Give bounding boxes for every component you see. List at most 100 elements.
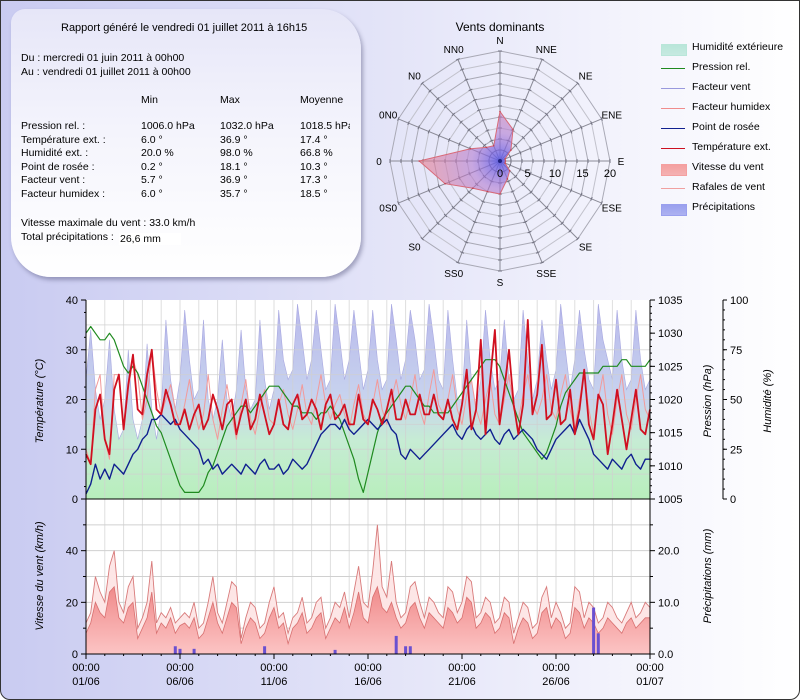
wind-rose-tick (443, 213, 448, 218)
series-precipitation-bar (408, 646, 412, 654)
wind-rose-tick (481, 200, 486, 203)
wind-rose-point (512, 128, 514, 131)
wind-rose-tick (580, 192, 583, 197)
total-rain-label: Total précipitations : (21, 231, 114, 243)
stats-label-cell: Pression rel. : (21, 120, 86, 132)
wind-rose-tick (455, 261, 460, 264)
wind-rose-tick (436, 221, 440, 225)
series-precipitation-bar (173, 646, 177, 654)
legend-label: Précipitations (692, 201, 756, 213)
wind-rose-tick (540, 261, 545, 264)
legend-item: Pression rel. (661, 61, 799, 75)
wind-rose-tick (521, 135, 526, 140)
wind-rose-tick (468, 88, 473, 92)
y2-tick-label: 1010 (658, 461, 682, 473)
x-tick-date-label: 01/07 (636, 676, 664, 688)
y-axis-title-pressure: Pression (hPa) (702, 364, 714, 437)
wind-rose-tick (474, 135, 479, 140)
wind-rose-tick (576, 81, 580, 85)
wind-rose-point (510, 149, 512, 151)
legend-label: Pression rel. (692, 61, 751, 73)
wind-rose-tick (521, 182, 526, 187)
legend-item: Vitesse du vent (661, 161, 799, 176)
wind-rose-direction-label: NNE (536, 45, 557, 56)
legend-label: Vitesse du vent (692, 161, 764, 173)
wind-rose-tick (397, 201, 400, 206)
stats-avg-cell: 1018.5 hPa (300, 120, 350, 132)
wind-rose-direction-label: NN0 (444, 45, 464, 56)
y-axis-title-humidity: Humidité (%) (762, 369, 774, 433)
wind-rose-tick (539, 142, 542, 147)
wind-rose-direction-label: SS0 (444, 269, 463, 280)
y2-tick-label: 0.0 (658, 649, 673, 661)
x-tick-time-label: 00:00 (72, 662, 100, 674)
wind-rose-tick (397, 116, 400, 121)
wind-rose-tick (443, 104, 448, 109)
max-wind-text: Vitesse maximale du vent : 33.0 km/h (21, 217, 196, 229)
wind-rose-tick (489, 139, 494, 142)
wind-rose-tick (600, 201, 603, 206)
wind-rose-tick (535, 251, 540, 254)
wind-rose-tick (464, 241, 469, 244)
wind-rose-radial-tick-label: 15 (576, 168, 588, 180)
wind-rose-tick (560, 97, 564, 101)
stats-min-cell: 0.2 ° (141, 160, 163, 173)
wind-rose-center (498, 159, 502, 163)
wind-rose-tick (531, 241, 536, 244)
header-max: Max (220, 94, 240, 106)
legend-swatch-icon (661, 128, 685, 129)
wind-rose-tick (459, 198, 463, 202)
wind-rose-tick (417, 125, 420, 130)
legend-label: Humidité extérieure (692, 41, 784, 53)
wind-rose-direction-label: S0 (408, 243, 421, 254)
wind-rose-tick (560, 221, 564, 225)
wind-rose-direction-label: 0N0 (379, 111, 398, 122)
wind-rose-tick (559, 184, 563, 189)
series-precipitation-bar (404, 646, 408, 654)
series-precipitation-bar (192, 648, 196, 654)
wind-rose-point (499, 110, 501, 113)
legend-swatch-icon (661, 164, 687, 176)
wind-rose-tick (537, 198, 541, 202)
wind-rose-tick (576, 237, 580, 241)
y-tick-label: 10 (66, 444, 78, 456)
y3-tick-label: 100 (730, 295, 748, 307)
y-tick-label: 0 (72, 649, 78, 661)
y-tick-label: 20 (66, 597, 78, 609)
wind-rose-tick (468, 230, 473, 234)
wind-rose-tick (485, 129, 490, 132)
period-to: Au : vendredi 01 juillet 2011 à 00h00 (21, 66, 191, 78)
stats-min-cell: 6.0 ° (141, 187, 163, 200)
wind-rose-tick (544, 205, 549, 210)
stats-label-cell: Facteur humidex : (21, 187, 106, 200)
wind-rose-tick (437, 184, 441, 189)
wind-rose-direction-label: S (497, 278, 504, 289)
wind-rose-tick (467, 128, 471, 132)
wind-rose-tick (590, 196, 593, 201)
wind-rose-tick (447, 137, 451, 142)
wind-rose-tick (552, 213, 557, 218)
legend-item: Facteur vent (661, 81, 799, 95)
wind-rose-direction-label: N (496, 36, 503, 47)
wind-rose-tick (523, 220, 528, 224)
legend-label: Facteur humidex (692, 101, 771, 113)
legend-label: Facteur vent (692, 81, 751, 93)
y3-tick-label: 75 (730, 345, 742, 357)
stats-max-cell: 18.1 ° (220, 160, 248, 173)
wind-rose-direction-label: SE (579, 243, 593, 254)
wind-rose-tick (531, 78, 536, 81)
wind-rose-tick (514, 119, 519, 122)
x-tick-time-label: 00:00 (448, 662, 476, 674)
stats-max-cell: 36.9 ° (220, 133, 248, 146)
y2-tick-label: 1015 (658, 428, 682, 440)
legend-item: Rafales de vent (661, 181, 799, 195)
legend-label: Point de rosée (692, 121, 760, 133)
y2-tick-label: 1020 (658, 395, 682, 407)
wind-rose-tick (472, 98, 477, 102)
wind-rose-tick (519, 108, 524, 112)
wind-rose-tick (537, 120, 541, 124)
wind-rose-point (504, 162, 506, 164)
wind-rose-tick (428, 89, 432, 93)
wind-rose-tick (428, 229, 432, 233)
wind-rose-tick (539, 175, 542, 180)
